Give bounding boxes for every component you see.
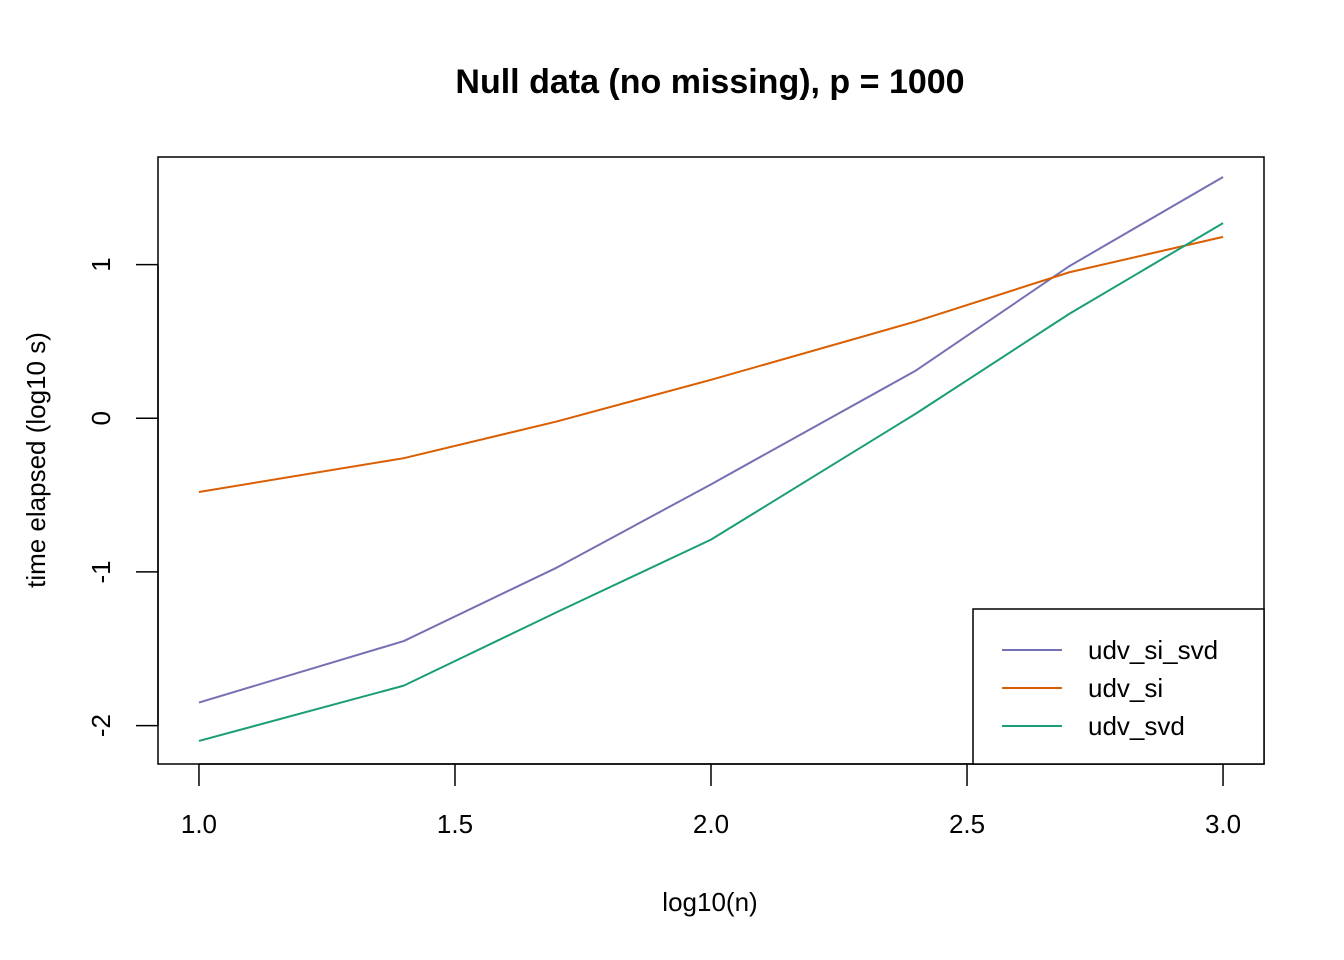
legend: udv_si_svd udv_si udv_svd <box>972 608 1265 765</box>
x-axis: 1.0 1.5 2.0 2.5 3.0 <box>181 763 1241 839</box>
series-line-udv-si <box>198 235 1224 493</box>
chart-title: Null data (no missing), p = 1000 <box>455 63 964 101</box>
y-tick-label: 0 <box>86 411 116 425</box>
y-tick-label: 1 <box>86 257 116 271</box>
legend-label: udv_svd <box>1088 711 1185 741</box>
x-tick-label: 2.5 <box>949 809 985 839</box>
x-tick-label: 1.5 <box>437 809 473 839</box>
series-layer <box>198 176 1224 742</box>
y-axis: -2 -1 0 1 <box>86 257 159 737</box>
y-tick-label: -1 <box>86 560 116 583</box>
x-tick-label: 3.0 <box>1205 809 1241 839</box>
x-axis-label: log10(n) <box>662 887 757 917</box>
y-axis-label: time elapsed (log10 s) <box>21 332 51 588</box>
series-line-udv-svd <box>198 222 1224 742</box>
series-line-udv-si-svd <box>198 176 1224 704</box>
x-tick-label: 2.0 <box>693 809 729 839</box>
x-tick-label: 1.0 <box>181 809 217 839</box>
legend-box <box>972 608 1265 765</box>
y-tick-label: -2 <box>86 714 116 737</box>
legend-label: udv_si <box>1088 673 1163 703</box>
legend-label: udv_si_svd <box>1088 635 1218 665</box>
